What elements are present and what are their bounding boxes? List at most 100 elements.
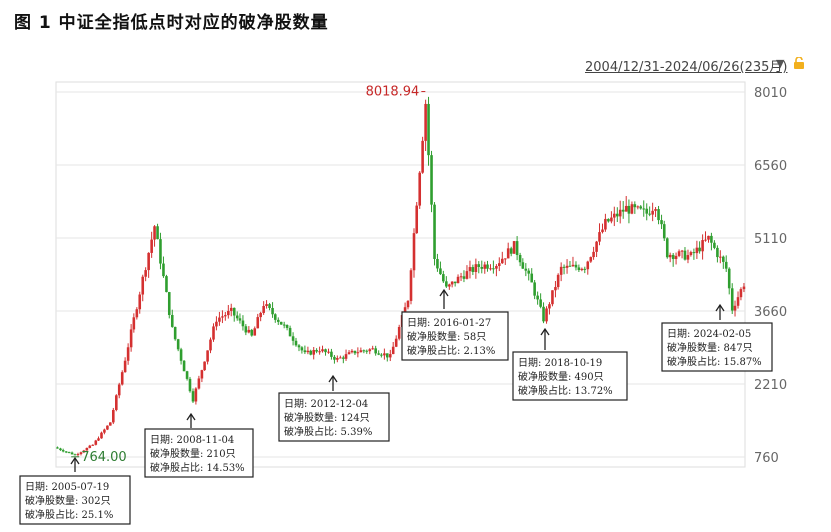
- candle-body: [135, 309, 139, 318]
- grid-lines: [55, 81, 746, 468]
- candle-body: [621, 209, 625, 212]
- candle-body: [330, 351, 333, 357]
- candle-body: [536, 295, 539, 300]
- candle-body: [595, 241, 598, 252]
- candle-body: [268, 304, 271, 308]
- candle-body: [568, 265, 572, 267]
- annotation-line: 破净股占比: 2.13%: [407, 344, 495, 357]
- candle-body: [727, 268, 731, 289]
- candle-body: [710, 235, 713, 243]
- candle-body: [288, 327, 292, 337]
- candle-body: [616, 213, 619, 217]
- candle-body: [342, 357, 345, 359]
- candle-body: [524, 268, 528, 271]
- candle-body: [456, 276, 460, 284]
- candle-body: [350, 350, 354, 353]
- candle-body: [486, 264, 489, 269]
- candle-body: [374, 348, 377, 354]
- candle-body: [371, 348, 374, 350]
- candle-body: [648, 213, 651, 215]
- candle-body: [365, 350, 369, 352]
- annotation-line: 破净股占比: 5.39%: [284, 425, 372, 438]
- candle-body: [229, 307, 233, 311]
- candle-body: [141, 276, 145, 295]
- candle-body: [713, 242, 716, 248]
- candle-body: [132, 317, 136, 330]
- candle-body: [97, 438, 100, 441]
- candle-body: [598, 232, 601, 242]
- candle-body: [218, 317, 221, 322]
- arrowhead: [70, 456, 80, 465]
- candle-body: [368, 349, 372, 352]
- candle-body: [527, 270, 531, 274]
- candle-body: [215, 321, 218, 327]
- candle-body: [185, 371, 189, 379]
- candle-body: [433, 204, 436, 259]
- annotation-line: 破净股数量: 210只: [150, 447, 236, 460]
- candle-body: [176, 339, 180, 350]
- candle-body: [633, 204, 637, 208]
- lock-icon[interactable]: [792, 57, 806, 69]
- candle-body: [545, 308, 548, 322]
- candle-body: [421, 140, 424, 173]
- candle-body: [91, 444, 95, 446]
- candle-body: [188, 378, 192, 392]
- annotation-line: 日期: 2005-07-19: [25, 481, 109, 493]
- candle-body: [297, 345, 301, 348]
- candle-body: [129, 329, 133, 348]
- candle-body: [448, 284, 451, 287]
- candle-body: [73, 454, 77, 456]
- candle-body: [736, 297, 740, 306]
- candle-body: [353, 350, 357, 354]
- y-tick-label: 3660: [754, 305, 787, 320]
- candle-body: [442, 274, 445, 282]
- candle-body: [294, 340, 298, 346]
- annotation-box: [19, 475, 131, 525]
- triangle-down-icon[interactable]: ▼: [776, 57, 785, 70]
- candle-body: [551, 290, 554, 305]
- candle-body: [259, 312, 262, 318]
- candle-body: [689, 252, 693, 256]
- candle-body: [179, 349, 183, 361]
- candle-body: [607, 218, 610, 222]
- candle-body: [306, 350, 310, 353]
- candle-body: [309, 350, 313, 355]
- candle-body: [212, 326, 215, 340]
- annotation-box: [278, 392, 390, 442]
- candle-body: [397, 326, 401, 339]
- candle-body: [112, 409, 115, 423]
- candle-body: [518, 255, 522, 263]
- candle-body: [642, 208, 646, 210]
- candle-body: [85, 447, 89, 451]
- candle-body: [123, 360, 127, 373]
- arrowhead: [328, 374, 338, 383]
- candle-body: [707, 235, 710, 240]
- min-value-label: 764.00: [81, 450, 127, 465]
- candle-body: [138, 294, 142, 310]
- candle-body: [206, 350, 209, 362]
- candle-body: [554, 287, 557, 291]
- candle-body: [315, 349, 318, 352]
- annotation-line: 日期: 2024-02-05: [667, 328, 751, 340]
- y-tick-label: 8010: [754, 86, 787, 101]
- annotation-box: [144, 428, 254, 478]
- candle-body: [391, 346, 395, 355]
- candle-body: [103, 429, 106, 433]
- candle-body: [453, 281, 457, 284]
- annotation-line: 破净股占比: 14.53%: [150, 461, 245, 474]
- candle-body: [592, 251, 595, 258]
- candle-body: [680, 250, 684, 252]
- candle-body: [651, 210, 654, 215]
- annotation-line: 破净股数量: 302只: [25, 494, 111, 507]
- candle-body: [156, 226, 159, 240]
- candle-body: [126, 347, 130, 361]
- candle-body: [601, 229, 604, 233]
- date-range-selector[interactable]: 2004/12/31-2024/06/26(235月): [585, 60, 788, 75]
- candle-body: [492, 268, 495, 270]
- candle-body: [115, 395, 118, 410]
- candle-body: [203, 361, 206, 371]
- candle-body: [235, 315, 239, 319]
- candle-body: [686, 255, 690, 260]
- candle-body: [247, 329, 251, 333]
